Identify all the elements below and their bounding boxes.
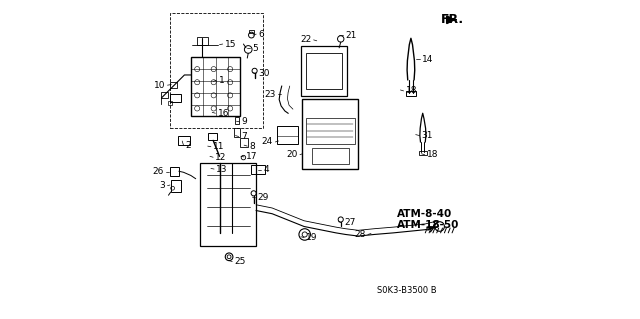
Bar xyxy=(312,148,349,164)
Text: 4: 4 xyxy=(263,165,269,174)
Text: 20: 20 xyxy=(286,150,298,159)
Bar xyxy=(406,91,416,96)
Text: 10: 10 xyxy=(154,81,165,90)
Bar xyxy=(178,136,190,145)
Bar xyxy=(209,133,218,140)
Text: 26: 26 xyxy=(152,167,164,176)
Bar xyxy=(191,57,240,116)
Bar xyxy=(252,165,265,174)
Text: 14: 14 xyxy=(422,55,433,63)
Text: 11: 11 xyxy=(213,142,225,151)
Bar xyxy=(303,99,358,169)
Text: 7: 7 xyxy=(241,132,246,141)
Text: ATM-8-40: ATM-8-40 xyxy=(397,209,452,219)
Bar xyxy=(154,98,161,104)
Text: 8: 8 xyxy=(250,142,255,151)
Bar xyxy=(234,128,240,137)
Bar xyxy=(419,151,427,155)
Text: 6: 6 xyxy=(259,30,264,39)
Bar xyxy=(161,92,168,98)
Text: 12: 12 xyxy=(216,153,227,162)
Bar xyxy=(200,163,256,246)
Text: 19: 19 xyxy=(307,233,318,242)
Text: 17: 17 xyxy=(246,152,258,161)
Text: 21: 21 xyxy=(345,31,356,40)
Text: 16: 16 xyxy=(218,109,229,118)
Text: ATM-18-50: ATM-18-50 xyxy=(397,220,460,230)
Text: 24: 24 xyxy=(262,137,273,146)
Bar xyxy=(170,13,262,128)
Text: S0K3-B3500 B: S0K3-B3500 B xyxy=(378,286,437,295)
Text: 13: 13 xyxy=(216,165,228,174)
Bar xyxy=(168,101,172,105)
Text: 9: 9 xyxy=(242,117,248,126)
Bar xyxy=(277,126,298,144)
Bar xyxy=(170,82,177,88)
Bar xyxy=(170,94,181,102)
Bar xyxy=(249,30,254,33)
Text: 18: 18 xyxy=(427,150,438,159)
Bar xyxy=(197,37,209,45)
Bar xyxy=(170,167,179,176)
Text: 5: 5 xyxy=(253,44,259,53)
Text: 1: 1 xyxy=(218,76,224,85)
Text: 27: 27 xyxy=(344,218,355,227)
Text: 23: 23 xyxy=(264,90,275,99)
Bar xyxy=(240,138,248,147)
Text: 22: 22 xyxy=(300,35,312,44)
Bar xyxy=(306,118,355,144)
Bar xyxy=(306,53,342,89)
Bar xyxy=(234,117,239,124)
Text: 15: 15 xyxy=(225,40,236,48)
Text: 25: 25 xyxy=(234,257,246,266)
Text: 2: 2 xyxy=(186,141,191,150)
Text: 30: 30 xyxy=(259,69,270,78)
Text: 28: 28 xyxy=(355,230,365,239)
Text: 29: 29 xyxy=(258,193,269,202)
Bar xyxy=(171,180,181,192)
Text: FR.: FR. xyxy=(440,13,464,26)
Text: 3: 3 xyxy=(159,181,165,190)
Bar xyxy=(301,46,347,96)
Text: 18: 18 xyxy=(406,86,417,95)
Text: 31: 31 xyxy=(422,131,433,140)
